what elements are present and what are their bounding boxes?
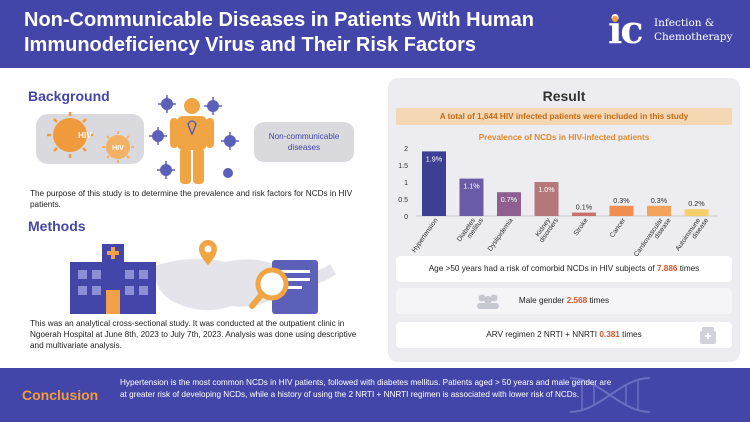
logo-mark: ic	[608, 7, 644, 52]
bar-6	[647, 205, 671, 216]
y-tick-label: 1.5	[398, 163, 408, 170]
left-column: Background	[0, 68, 375, 368]
bar-1	[459, 178, 484, 216]
dna-icon	[569, 377, 651, 413]
header-banner: Non-Communicable Diseases in Patients Wi…	[0, 0, 750, 68]
data-label-3: 1.0%	[538, 185, 555, 194]
hiv-label-1: HIV	[78, 131, 92, 140]
journal-logo: ic Infection & Chemotherapy	[608, 8, 738, 54]
stat-arv-text: ARV regimen 2 NRTI + NNRTI 0.381 times	[486, 330, 642, 339]
logo-text: Infection & Chemotherapy	[654, 16, 732, 44]
data-label-6: 0.3%	[651, 196, 668, 205]
methods-text: This was an analytical cross-sectional s…	[30, 319, 357, 350]
methods-title: Methods	[28, 218, 86, 234]
bar-4	[572, 212, 596, 216]
stat-arv: ARV regimen 2 NRTI + NNRTI 0.381 times	[396, 322, 732, 348]
background-illustration	[36, 95, 354, 184]
conclusion-banner: Conclusion Hypertension is the most comm…	[0, 368, 750, 422]
location-pin-icon	[199, 240, 217, 265]
people-icon	[477, 294, 499, 309]
methods-illustration	[70, 240, 336, 314]
bar-3	[534, 182, 559, 216]
conclusion-text: Hypertension is the most common NCDs in …	[120, 378, 612, 399]
chart-title: Prevalence of NCDs in HIV-infected patie…	[478, 133, 650, 142]
hiv-virus-icon	[47, 112, 93, 158]
x-tick-label-0: Hypertension	[411, 218, 440, 254]
background-text: The purpose of this study is to determin…	[30, 189, 353, 209]
ncd-label: Non-communicable diseases	[268, 132, 340, 152]
result-banner: A total of 1,644 HIV infected patients w…	[396, 108, 732, 125]
patient-figure-icon	[170, 98, 214, 184]
logo-dot-icon	[612, 16, 618, 22]
hospital-icon	[70, 244, 156, 314]
x-tick-label-4: Stroke	[573, 218, 590, 237]
bar-0	[422, 151, 446, 216]
data-label-2: 0.7%	[501, 195, 518, 204]
stat-male: Male gender 2.568 times	[396, 288, 732, 314]
y-tick-label: 0.5	[398, 197, 408, 204]
data-label-5: 0.3%	[613, 196, 630, 205]
stat-age: Age >50 years had a risk of comorbid NCD…	[396, 256, 732, 282]
x-tick-label-5: Cancer	[609, 218, 628, 239]
pill-bottle-icon	[700, 327, 716, 344]
ncd-prevalence-chart: 0 0.5 1 1.5 2 1.9% 1.1% 0.7% 1.0% 0.1% 0.3% 0.3% 0.2…	[398, 146, 718, 221]
document-search-icon	[249, 260, 318, 314]
stat-age-text: Age >50 years had a risk of comorbid NCD…	[428, 264, 700, 273]
y-tick-label: 1	[404, 180, 408, 187]
ncd-panel	[254, 122, 354, 162]
data-label-4: 0.1%	[576, 203, 593, 212]
hiv-label-2: HIV	[112, 145, 124, 152]
result-title: Result	[542, 88, 586, 104]
data-label-0: 1.9%	[426, 154, 443, 163]
hiv-virus-small-icon	[102, 131, 134, 163]
conclusion-title: Conclusion	[22, 387, 99, 403]
data-label-1: 1.1%	[463, 182, 480, 191]
purple-virus-spikes	[149, 95, 239, 179]
result-panel: Result A total of 1,644 HIV infected pat…	[388, 78, 740, 362]
logo-text-line2: Chemotherapy	[654, 31, 733, 43]
bar-2	[497, 192, 521, 216]
background-title: Background	[28, 88, 110, 104]
logo-text-line1: Infection &	[654, 17, 715, 29]
x-tick-label-2: Dyslipidemia	[487, 218, 515, 253]
bar-7	[684, 209, 709, 216]
page-title: Non-Communicable Diseases in Patients Wi…	[24, 9, 534, 56]
bar-5	[609, 205, 634, 216]
data-label-7: 0.2%	[688, 199, 705, 208]
y-tick-label: 2	[404, 146, 408, 153]
stat-male-text: Male gender 2.568 times	[518, 296, 610, 305]
y-tick-label: 0	[404, 214, 408, 221]
